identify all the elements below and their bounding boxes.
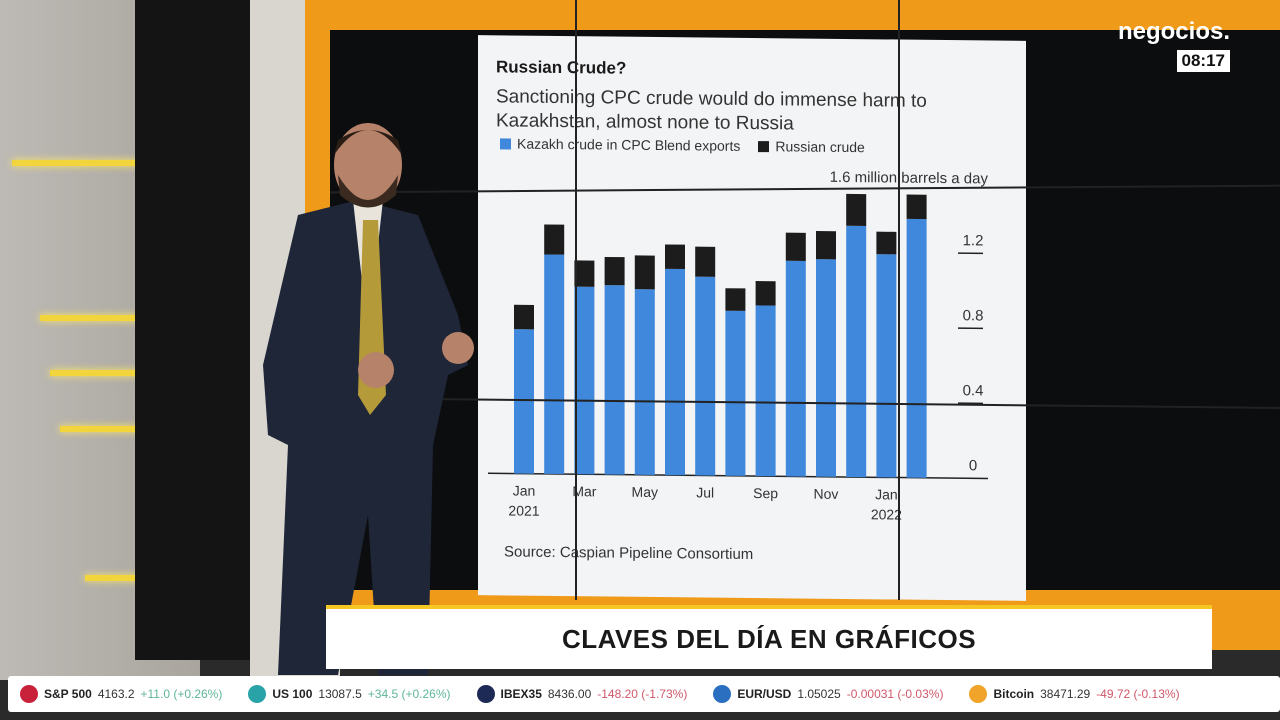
light-stripe (60, 426, 158, 432)
ticker-change: +11.0 (+0.26%) (140, 687, 223, 701)
x-tick-label: Nov (814, 486, 839, 502)
bar-kazakh (514, 329, 534, 474)
chart-title: Russian Crude? (496, 57, 627, 78)
presenter (263, 123, 474, 675)
bar-kazakh (634, 289, 655, 475)
clock: 08:17 (1176, 50, 1230, 72)
x-tick-label: Sep (753, 485, 778, 501)
x-tick-year: 2022 (871, 506, 902, 522)
bar-russian (634, 255, 655, 290)
legend-item-kazakh: Kazakh crude in CPC Blend exports (500, 135, 740, 154)
legend-item-russian: Russian crude (758, 138, 865, 155)
bar-kazakh (876, 254, 897, 478)
bar-kazakh (574, 286, 595, 475)
market-ticker: S&P 500 4163.2 +11.0 (+0.26%) US 100 13087.5… (8, 676, 1280, 712)
legend-label: Kazakh crude in CPC Blend exports (517, 135, 741, 154)
market-icon (248, 685, 267, 703)
ticker-item: IBEX35 8436.00 -148.20 (-1.73%) (476, 685, 688, 703)
ticker-change: +34.5 (+0.26%) (367, 687, 451, 701)
legend-label: Russian crude (775, 138, 865, 156)
chart-source: Source: Caspian Pipeline Consortium (504, 543, 754, 564)
bar-russian (514, 304, 534, 330)
ticker-item: US 100 13087.5 +34.5 (+0.26%) (248, 685, 451, 703)
chart-legend: Kazakh crude in CPC Blend exports Russia… (500, 135, 865, 155)
ticker-value: 38471.29 (1040, 687, 1091, 701)
ticker-item: EUR/USD 1.05025 -0.00031 (-0.03%) (713, 685, 943, 703)
bar-kazakh (725, 310, 746, 476)
video-wall-seam (898, 0, 900, 600)
ticker-name: EUR/USD (737, 687, 792, 701)
ticker-value: 8436.00 (547, 687, 592, 701)
channel-logo: negocios. (1117, 18, 1230, 45)
bar-russian (725, 288, 746, 311)
ticker-item: S&P 500 4163.2 +11.0 (+0.26%) (20, 685, 222, 703)
y-unit-label: 1.6 million barrels a day (829, 168, 988, 188)
bar-kazakh (906, 218, 927, 478)
ticker-name: S&P 500 (44, 687, 92, 701)
studio-pillar (135, 0, 255, 660)
bar-kazakh (604, 285, 625, 475)
bar-russian (695, 246, 716, 277)
bar-kazakh (665, 268, 685, 476)
ticker-value: 13087.5 (318, 687, 362, 701)
x-tick-year: 2021 (508, 502, 539, 518)
bar-russian (816, 231, 836, 260)
bar-kazakh (544, 254, 565, 475)
light-stripe (40, 315, 168, 321)
ticker-name: Bitcoin (993, 687, 1035, 701)
bar-kazakh (846, 225, 867, 478)
chart-subtitle: Sanctioning CPC crude would do immense h… (496, 86, 927, 135)
bar-russian (604, 256, 625, 286)
bar-kazakh (695, 276, 716, 476)
legend-swatch (758, 141, 770, 153)
light-stripe (50, 370, 162, 376)
market-icon (476, 685, 495, 703)
ticker-change: -49.72 (-0.13%) (1096, 687, 1180, 701)
x-tick-label: Jan (875, 486, 898, 502)
y-tick-label: 0.8 (963, 307, 984, 324)
bar-russian (846, 193, 867, 226)
bar-russian (906, 194, 927, 220)
market-icon (713, 685, 732, 703)
ticker-change: -148.20 (-1.73%) (597, 687, 688, 701)
bar-russian (544, 224, 565, 255)
ticker-value: 1.05025 (797, 687, 841, 701)
ticker-change: -0.00031 (-0.03%) (846, 687, 944, 701)
chart-plot: 0 0.4 0.8 1.2 Jan 2021 Mar May Jul Sep Nov Jan 2022 (488, 193, 988, 523)
light-stripe (85, 575, 145, 581)
ticker-name: US 100 (272, 687, 313, 701)
video-wall-seam (575, 0, 577, 600)
market-icon (969, 685, 988, 703)
y-tick-label: 1.2 (963, 232, 984, 249)
y-tick-label: 0 (969, 457, 977, 474)
y-tick-label: 0.4 (963, 382, 984, 399)
bar-russian (574, 260, 595, 287)
x-tick-label: Jul (696, 484, 714, 500)
market-icon (20, 685, 38, 703)
lower-third-banner: CLAVES DEL DÍA EN GRÁFICOS (326, 605, 1212, 669)
bar-russian (665, 244, 685, 270)
bar-russian (755, 281, 776, 306)
bar-kazakh (816, 259, 836, 477)
bar-kazakh (755, 305, 776, 477)
x-tick-label: Jan (513, 482, 536, 498)
legend-swatch (500, 138, 511, 150)
x-tick-label: Mar (572, 483, 596, 499)
ticker-item: Bitcoin 38471.29 -49.72 (-0.13%) (969, 685, 1180, 703)
ticker-name: IBEX35 (500, 687, 542, 701)
bar-russian (876, 231, 897, 255)
light-stripe (12, 160, 182, 166)
ticker-value: 4163.2 (97, 687, 135, 701)
chart-panel: Russian Crude? Sanctioning CPC crude wou… (478, 35, 1026, 601)
bar-kazakh (785, 260, 806, 477)
bar-russian (785, 232, 806, 261)
x-tick-label: May (632, 484, 658, 500)
